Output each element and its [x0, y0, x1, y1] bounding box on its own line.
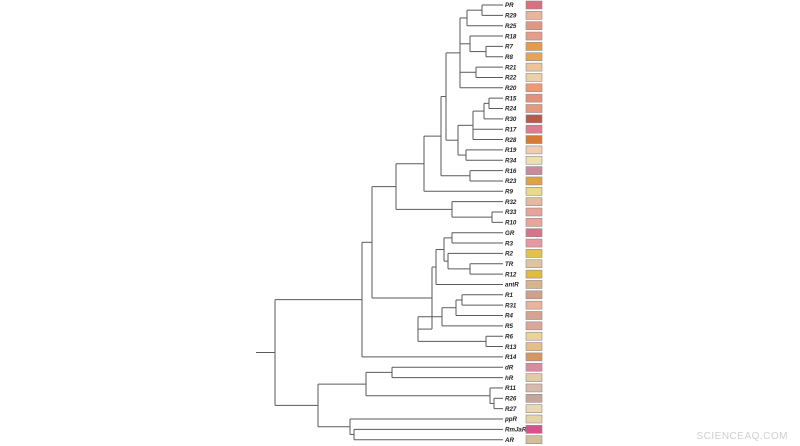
leaf-label: R4 — [505, 313, 513, 320]
leaf-label: R31 — [505, 302, 517, 309]
leaf-color-swatch — [525, 331, 543, 341]
leaf-label: ppR — [504, 416, 518, 423]
leaf-color-swatch — [525, 104, 543, 113]
leaf-label: R7 — [505, 44, 513, 51]
leaf-label: GR — [505, 230, 515, 237]
leaf-label: R32 — [505, 199, 517, 206]
leaf-color-swatch — [525, 11, 543, 20]
leaf-color-swatch — [525, 187, 543, 196]
leaf-color-swatch — [525, 342, 543, 351]
leaf-color-swatch — [525, 31, 543, 41]
leaf-label: R17 — [505, 126, 517, 133]
leaf-color-swatch — [525, 300, 543, 310]
leaf-color-swatch — [525, 166, 543, 175]
leaf-label: antR — [505, 282, 519, 289]
leaf-label: R28 — [505, 137, 517, 144]
leaf-color-swatch — [525, 414, 543, 424]
leaf-color-swatch — [525, 218, 543, 227]
leaf-label: PR — [505, 2, 514, 9]
leaf-label: R29 — [505, 13, 517, 20]
leaf-label: R2 — [505, 251, 513, 258]
leaf-color-swatch — [525, 145, 543, 155]
leaf-label: R16 — [505, 168, 517, 175]
leaf-label: R25 — [505, 23, 517, 30]
leaf-color-swatch — [525, 259, 543, 269]
leaf-label: R24 — [505, 106, 517, 113]
watermark: SCIENCEAQ.COM — [696, 431, 788, 442]
leaf-label: R9 — [505, 189, 513, 196]
leaf-label: R12 — [505, 271, 517, 278]
leaf-color-swatch — [525, 321, 543, 331]
leaf-color-swatch — [525, 393, 543, 403]
leaf-color-swatch — [525, 83, 543, 93]
leaf-label: AR — [504, 437, 514, 444]
leaf-label: R13 — [505, 344, 517, 351]
leaf-color-swatch — [525, 280, 543, 289]
leaf-color-swatch — [525, 176, 543, 186]
leaf-color-swatch — [525, 425, 543, 434]
leaf-label: R10 — [505, 220, 517, 227]
leaf-color-swatch — [525, 362, 543, 372]
leaf-color-swatch — [525, 62, 543, 72]
leaf-color-swatch — [525, 21, 543, 31]
leaf-label: RmJaR — [505, 427, 527, 434]
leaf-color-swatch — [525, 238, 543, 248]
leaf-color-swatch — [525, 124, 543, 134]
leaf-label: R23 — [505, 178, 517, 185]
leaf-label: R26 — [505, 396, 517, 403]
leaf-color-swatch — [525, 0, 543, 10]
leaf-color-swatch — [525, 404, 543, 413]
leaf-color-swatch — [525, 197, 543, 206]
leaf-color-swatch — [525, 435, 543, 445]
leaf-color-swatch — [525, 73, 543, 82]
leaf-color-swatch — [525, 290, 543, 300]
leaf-label: R21 — [505, 64, 517, 71]
leaf-label: R27 — [505, 406, 517, 413]
leaf-color-swatch — [525, 373, 543, 382]
leaf-color-swatch — [525, 269, 543, 279]
leaf-color-swatch — [525, 249, 543, 258]
leaf-label: R20 — [505, 85, 517, 92]
leaf-label: R8 — [505, 54, 513, 61]
leaf-color-swatch — [525, 383, 543, 393]
leaf-label: R3 — [505, 240, 513, 247]
leaf-color-swatch — [525, 52, 543, 62]
leaf-color-swatch — [525, 352, 543, 362]
leaf-label: R18 — [505, 33, 517, 40]
leaf-label: R11 — [505, 385, 516, 392]
leaf-label: R1 — [505, 292, 513, 299]
leaf-color-swatch — [525, 311, 543, 320]
leaf-label: R33 — [505, 209, 517, 216]
leaf-label: R30 — [505, 116, 517, 123]
leaf-color-swatch — [525, 207, 543, 217]
leaf-label: dR — [505, 364, 514, 371]
tree-branches — [256, 4, 503, 441]
tree-leaves: PR R29 R25 R18 R7 R8 R21 R22 R20 R15 R24 R30 R17 R28 R… — [504, 0, 543, 445]
leaf-label: R15 — [505, 95, 517, 102]
leaf-label: R34 — [505, 157, 517, 164]
leaf-label: R14 — [505, 354, 517, 361]
leaf-label: R19 — [505, 147, 517, 154]
leaf-label: R5 — [505, 323, 513, 330]
leaf-color-swatch — [525, 114, 543, 124]
leaf-label: hR — [505, 375, 514, 382]
leaf-color-swatch — [525, 42, 543, 51]
leaf-label: TR — [505, 261, 514, 268]
leaf-color-swatch — [525, 135, 543, 144]
leaf-label: R22 — [505, 75, 517, 82]
leaf-color-swatch — [525, 228, 543, 237]
leaf-color-swatch — [525, 155, 543, 165]
leaf-label: R6 — [505, 333, 513, 340]
leaf-color-swatch — [525, 93, 543, 103]
